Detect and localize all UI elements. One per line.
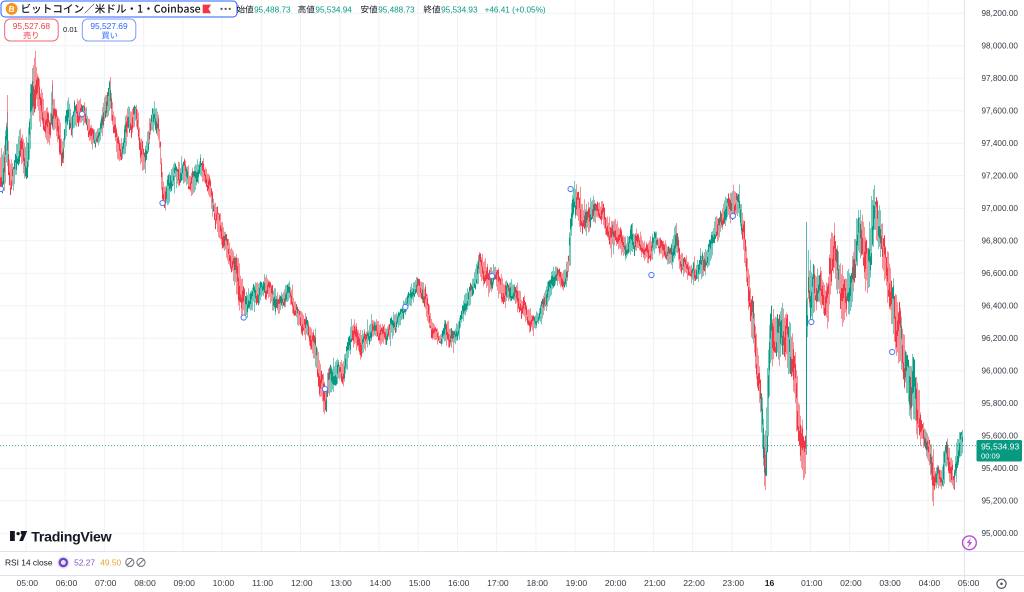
svg-text:21:00: 21:00 — [644, 578, 666, 588]
svg-text:20:00: 20:00 — [605, 578, 627, 588]
svg-text:95,800.00: 95,800.00 — [982, 399, 1019, 408]
svg-text:16: 16 — [765, 578, 775, 588]
svg-text:16:00: 16:00 — [448, 578, 470, 588]
svg-text:52.27: 52.27 — [74, 558, 95, 568]
svg-text:15:00: 15:00 — [409, 578, 431, 588]
svg-text:95,534.94: 95,534.94 — [315, 5, 352, 14]
svg-text:95,000.00: 95,000.00 — [982, 529, 1019, 538]
svg-text:97,800.00: 97,800.00 — [982, 74, 1019, 83]
svg-text:23:00: 23:00 — [723, 578, 745, 588]
svg-text:0.01: 0.01 — [63, 25, 78, 34]
svg-text:12:00: 12:00 — [291, 578, 313, 588]
svg-text:08:00: 08:00 — [134, 578, 156, 588]
svg-text:97,000.00: 97,000.00 — [982, 204, 1019, 213]
svg-text:95,488.73: 95,488.73 — [378, 5, 415, 14]
svg-text:96,600.00: 96,600.00 — [982, 269, 1019, 278]
svg-text:06:00: 06:00 — [56, 578, 78, 588]
svg-text:97,600.00: 97,600.00 — [982, 107, 1019, 116]
svg-text:98,000.00: 98,000.00 — [982, 42, 1019, 51]
svg-text:03:00: 03:00 — [879, 578, 901, 588]
svg-text:22:00: 22:00 — [683, 578, 705, 588]
svg-text:19:00: 19:00 — [566, 578, 588, 588]
svg-text:96,000.00: 96,000.00 — [982, 367, 1019, 376]
svg-text:10:00: 10:00 — [213, 578, 235, 588]
svg-text:95,600.00: 95,600.00 — [982, 432, 1019, 441]
svg-text:B: B — [8, 3, 16, 14]
svg-text:95,534.93: 95,534.93 — [981, 441, 1019, 451]
svg-text:95,527.68: 95,527.68 — [13, 21, 51, 31]
svg-text:00:09: 00:09 — [981, 452, 1000, 461]
svg-text:95,488.73: 95,488.73 — [254, 5, 291, 14]
svg-text:49.50: 49.50 — [100, 558, 121, 568]
svg-text:95,400.00: 95,400.00 — [982, 464, 1019, 473]
svg-text:02:00: 02:00 — [840, 578, 862, 588]
svg-text:96,200.00: 96,200.00 — [982, 334, 1019, 343]
svg-text:96,400.00: 96,400.00 — [982, 302, 1019, 311]
svg-text:17:00: 17:00 — [487, 578, 509, 588]
svg-text:97,400.00: 97,400.00 — [982, 139, 1019, 148]
svg-text:95,200.00: 95,200.00 — [982, 497, 1019, 506]
svg-text:RSI 14 close: RSI 14 close — [5, 558, 53, 568]
svg-text:05:00: 05:00 — [17, 578, 39, 588]
svg-text:97,200.00: 97,200.00 — [982, 172, 1019, 181]
svg-text:98,200.00: 98,200.00 — [982, 9, 1019, 18]
svg-text:14:00: 14:00 — [370, 578, 392, 588]
svg-text:TradingView: TradingView — [31, 529, 112, 545]
svg-text:95,527.69: 95,527.69 — [90, 21, 128, 31]
svg-text:11:00: 11:00 — [252, 578, 273, 588]
svg-text:07:00: 07:00 — [95, 578, 117, 588]
svg-text:95,534.93: 95,534.93 — [441, 5, 478, 14]
svg-text:05:00: 05:00 — [958, 578, 980, 588]
svg-text:09:00: 09:00 — [173, 578, 195, 588]
svg-text:96,800.00: 96,800.00 — [982, 237, 1019, 246]
svg-text:+46.41 (+0.05%): +46.41 (+0.05%) — [485, 5, 546, 14]
svg-text:18:00: 18:00 — [526, 578, 548, 588]
svg-text:13:00: 13:00 — [330, 578, 352, 588]
svg-text:04:00: 04:00 — [919, 578, 941, 588]
svg-text:01:00: 01:00 — [801, 578, 823, 588]
